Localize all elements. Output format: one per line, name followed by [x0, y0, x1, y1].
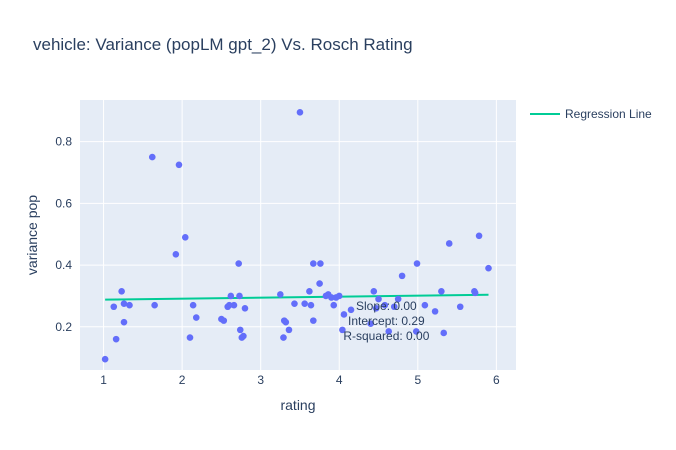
- legend-label-regression-line: Regression Line: [565, 107, 652, 121]
- data-point[interactable]: [301, 300, 308, 307]
- data-point[interactable]: [101, 355, 109, 363]
- data-point[interactable]: [230, 301, 238, 309]
- plot-area: [80, 100, 516, 370]
- data-point[interactable]: [151, 301, 158, 309]
- data-point[interactable]: [181, 234, 189, 241]
- data-point[interactable]: [120, 300, 128, 307]
- grid-lines: [80, 100, 516, 370]
- y-tick-label: 0.8: [55, 135, 72, 149]
- data-point[interactable]: [431, 308, 439, 315]
- data-point[interactable]: [475, 232, 483, 240]
- data-point[interactable]: [236, 292, 243, 300]
- data-point[interactable]: [307, 301, 315, 309]
- data-point[interactable]: [471, 289, 479, 297]
- data-point[interactable]: [172, 250, 180, 258]
- data-point[interactable]: [189, 301, 197, 309]
- data-point[interactable]: [118, 288, 125, 295]
- data-point[interactable]: [317, 260, 324, 267]
- data-point[interactable]: [282, 318, 290, 326]
- data-point[interactable]: [421, 301, 429, 309]
- data-point[interactable]: [398, 272, 406, 280]
- regression-annotation: R-squared: 0.00: [343, 329, 429, 343]
- data-point[interactable]: [316, 280, 323, 287]
- data-point[interactable]: [220, 317, 228, 324]
- data-point[interactable]: [241, 304, 249, 312]
- data-point[interactable]: [328, 294, 335, 301]
- data-point[interactable]: [339, 326, 346, 334]
- data-point[interactable]: [306, 288, 313, 295]
- regression-annotation: Slope: 0.00: [356, 299, 417, 313]
- data-point[interactable]: [370, 288, 378, 295]
- data-point[interactable]: [413, 260, 421, 267]
- data-point[interactable]: [120, 318, 128, 326]
- data-point[interactable]: [390, 303, 398, 311]
- data-point[interactable]: [394, 295, 402, 303]
- x-tick-label: 3: [257, 373, 264, 387]
- data-point[interactable]: [456, 303, 464, 311]
- data-point[interactable]: [385, 328, 393, 335]
- data-point[interactable]: [227, 292, 235, 300]
- x-tick-label: 1: [100, 373, 107, 387]
- data-point[interactable]: [310, 260, 317, 267]
- data-point[interactable]: [175, 161, 183, 169]
- data-point[interactable]: [440, 329, 448, 337]
- data-point[interactable]: [277, 291, 284, 298]
- data-point[interactable]: [296, 109, 304, 116]
- data-point[interactable]: [375, 295, 382, 303]
- data-point[interactable]: [367, 320, 374, 328]
- y-tick-label: 0.4: [55, 258, 72, 272]
- data-point[interactable]: [412, 328, 420, 335]
- x-tick-label: 6: [493, 373, 500, 387]
- data-point[interactable]: [485, 264, 492, 272]
- x-axis-title: rating: [280, 397, 315, 413]
- data-point[interactable]: [291, 300, 298, 307]
- data-point[interactable]: [438, 288, 445, 295]
- data-point[interactable]: [335, 292, 343, 300]
- data-point[interactable]: [310, 317, 317, 324]
- data-point[interactable]: [110, 303, 118, 311]
- x-tick-labels: 1 2 3 4 5 6: [100, 373, 500, 387]
- y-axis-title: variance pop: [24, 195, 40, 275]
- data-point[interactable]: [340, 311, 348, 318]
- x-tick-label: 2: [179, 373, 186, 387]
- data-point[interactable]: [445, 240, 453, 247]
- data-point[interactable]: [330, 301, 338, 309]
- y-tick-labels: 0.2 0.4 0.6 0.8: [55, 135, 72, 334]
- data-point[interactable]: [148, 153, 156, 161]
- data-point[interactable]: [236, 326, 244, 334]
- regression-annotation: Intercept: 0.29: [348, 314, 425, 328]
- data-point[interactable]: [192, 314, 200, 321]
- scatter-points: [101, 109, 492, 363]
- data-point[interactable]: [381, 301, 389, 309]
- data-point[interactable]: [285, 326, 293, 334]
- legend[interactable]: Regression Line: [530, 107, 652, 121]
- data-point[interactable]: [240, 332, 247, 340]
- data-point[interactable]: [347, 306, 355, 314]
- chart-title: vehicle: Variance (popLM gpt_2) Vs. Rosc…: [33, 35, 413, 54]
- x-tick-label: 5: [414, 373, 421, 387]
- data-point[interactable]: [372, 304, 380, 312]
- data-point[interactable]: [280, 334, 287, 341]
- regression-line: [105, 293, 489, 301]
- x-tick-label: 4: [336, 373, 343, 387]
- data-point[interactable]: [235, 260, 242, 267]
- y-tick-label: 0.6: [55, 196, 72, 210]
- data-point[interactable]: [112, 335, 120, 343]
- data-point[interactable]: [126, 301, 133, 309]
- data-point[interactable]: [225, 301, 233, 309]
- data-point[interactable]: [186, 334, 194, 341]
- y-tick-label: 0.2: [55, 320, 72, 334]
